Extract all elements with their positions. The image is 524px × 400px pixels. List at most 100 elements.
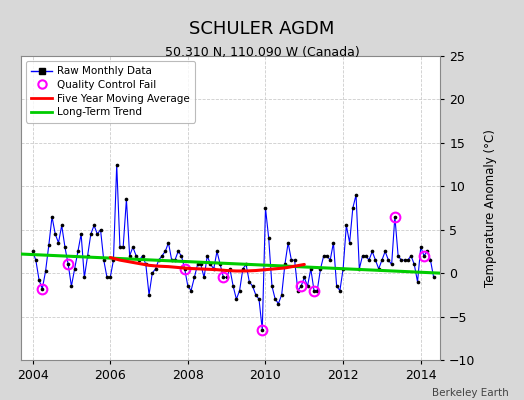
Point: [232, 296, 241, 302]
Point: [135, 257, 144, 263]
Point: [287, 257, 296, 263]
Point: [284, 240, 292, 246]
Legend: Raw Monthly Data, Quality Control Fail, Five Year Moving Average, Long-Term Tren: Raw Monthly Data, Quality Control Fail, …: [26, 61, 195, 122]
Point: [238, 266, 247, 272]
Point: [352, 192, 360, 198]
Point: [96, 226, 105, 233]
Point: [303, 283, 312, 289]
Point: [35, 277, 43, 283]
Point: [368, 248, 376, 255]
Point: [394, 252, 402, 259]
Point: [141, 261, 150, 268]
Point: [158, 252, 166, 259]
Point: [86, 231, 95, 237]
Point: [413, 279, 422, 285]
Point: [223, 274, 231, 281]
Point: [274, 300, 282, 307]
Point: [258, 326, 267, 333]
Y-axis label: Temperature Anomaly (°C): Temperature Anomaly (°C): [484, 129, 497, 287]
Point: [48, 214, 56, 220]
Point: [278, 292, 286, 298]
Point: [426, 257, 434, 263]
Point: [307, 266, 315, 272]
Point: [271, 296, 279, 302]
Point: [41, 268, 50, 275]
Point: [339, 266, 347, 272]
Point: [255, 296, 263, 302]
Point: [235, 287, 244, 294]
Point: [28, 248, 37, 255]
Point: [355, 266, 364, 272]
Point: [100, 257, 108, 263]
Point: [148, 270, 157, 276]
Point: [281, 261, 289, 268]
Point: [407, 252, 415, 259]
Point: [387, 261, 396, 268]
Point: [290, 257, 299, 263]
Point: [310, 287, 318, 294]
Point: [113, 161, 121, 168]
Point: [93, 231, 102, 237]
Point: [320, 252, 328, 259]
Point: [375, 266, 383, 272]
Point: [200, 274, 208, 281]
Point: [196, 261, 205, 268]
Point: [116, 244, 124, 250]
Point: [67, 283, 75, 289]
Point: [372, 257, 380, 263]
Point: [391, 214, 399, 220]
Point: [252, 292, 260, 298]
Point: [219, 274, 227, 281]
Point: [125, 252, 134, 259]
Point: [190, 274, 199, 281]
Point: [326, 257, 334, 263]
Point: [187, 287, 195, 294]
Point: [61, 244, 69, 250]
Point: [410, 261, 419, 268]
Point: [345, 240, 354, 246]
Text: SCHULER AGDM: SCHULER AGDM: [189, 20, 335, 38]
Point: [70, 266, 79, 272]
Point: [74, 248, 82, 255]
Point: [261, 205, 270, 211]
Point: [242, 261, 250, 268]
Point: [171, 257, 179, 263]
Point: [51, 231, 59, 237]
Point: [268, 283, 276, 289]
Point: [403, 257, 412, 263]
Point: [145, 292, 153, 298]
Point: [54, 240, 63, 246]
Point: [151, 266, 160, 272]
Point: [348, 205, 357, 211]
Point: [193, 261, 202, 268]
Point: [342, 222, 351, 228]
Point: [138, 252, 147, 259]
Point: [362, 252, 370, 259]
Point: [213, 248, 221, 255]
Point: [226, 266, 234, 272]
Point: [229, 283, 237, 289]
Point: [248, 283, 257, 289]
Point: [168, 257, 176, 263]
Point: [400, 257, 409, 263]
Point: [216, 261, 224, 268]
Point: [132, 252, 140, 259]
Point: [180, 266, 189, 272]
Point: [332, 283, 341, 289]
Point: [64, 261, 72, 268]
Text: Berkeley Earth: Berkeley Earth: [432, 388, 508, 398]
Point: [103, 274, 111, 281]
Point: [381, 248, 389, 255]
Point: [129, 244, 137, 250]
Point: [323, 252, 331, 259]
Point: [177, 252, 185, 259]
Point: [329, 240, 337, 246]
Point: [80, 274, 89, 281]
Point: [174, 248, 182, 255]
Point: [45, 242, 53, 248]
Point: [313, 287, 321, 294]
Point: [90, 222, 98, 228]
Point: [430, 274, 438, 281]
Point: [420, 252, 428, 259]
Point: [77, 231, 85, 237]
